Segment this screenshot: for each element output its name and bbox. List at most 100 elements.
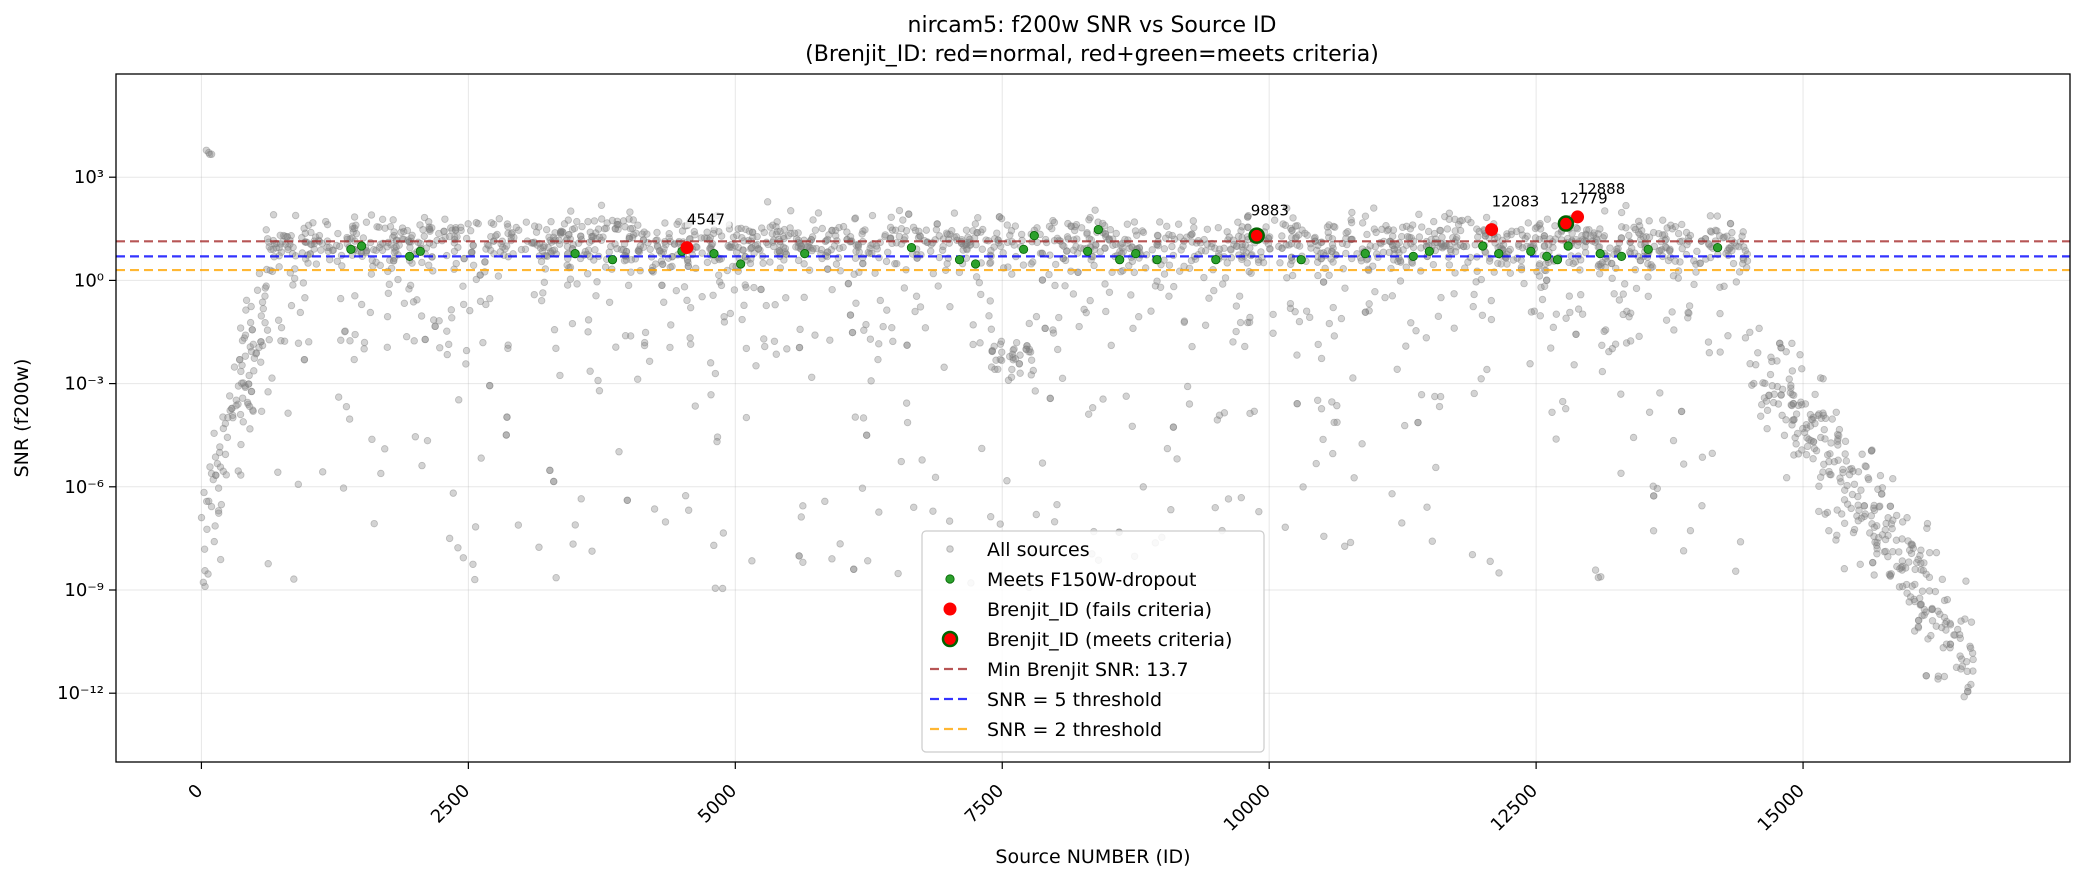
source-point <box>715 271 723 279</box>
source-point <box>1180 318 1188 326</box>
source-point <box>1884 552 1892 561</box>
source-point <box>1777 391 1785 399</box>
source-point <box>1658 231 1667 239</box>
source-point <box>1594 573 1603 582</box>
source-point <box>1087 256 1095 264</box>
source-point <box>781 244 790 253</box>
source-point <box>1897 563 1905 572</box>
source-point <box>291 211 300 220</box>
source-point <box>979 225 987 234</box>
source-point <box>447 306 456 314</box>
source-point <box>852 241 860 249</box>
source-point <box>294 339 303 347</box>
source-point <box>977 228 985 236</box>
source-point <box>210 429 218 437</box>
source-point <box>275 263 283 271</box>
source-point <box>718 584 727 593</box>
source-point <box>1299 483 1307 491</box>
source-point <box>1878 531 1887 539</box>
source-point <box>1825 527 1833 535</box>
source-point <box>969 227 977 235</box>
source-point <box>1569 259 1577 268</box>
source-point <box>635 248 644 256</box>
source-point <box>1436 243 1444 251</box>
source-point <box>307 228 315 237</box>
source-point <box>267 245 275 254</box>
source-point <box>362 247 371 255</box>
source-point <box>348 222 357 230</box>
source-point <box>1011 355 1020 363</box>
source-point <box>372 246 380 255</box>
source-point <box>828 285 836 294</box>
source-point <box>1468 550 1477 559</box>
source-point <box>987 513 995 521</box>
source-point <box>1350 474 1358 482</box>
source-point <box>600 225 609 233</box>
source-point <box>1456 226 1465 235</box>
source-point <box>866 244 874 252</box>
source-point <box>244 380 253 388</box>
source-point <box>666 343 674 352</box>
source-point <box>1365 307 1373 315</box>
source-point <box>334 393 343 401</box>
source-point <box>1086 213 1094 222</box>
source-point <box>445 534 454 543</box>
source-point <box>621 332 630 340</box>
source-point <box>751 241 760 250</box>
source-point <box>1432 463 1440 472</box>
source-point <box>1642 233 1650 241</box>
source-point <box>1437 293 1445 302</box>
source-point <box>894 569 902 578</box>
source-point <box>462 360 470 368</box>
source-point <box>943 230 952 239</box>
source-point <box>503 242 511 250</box>
source-point <box>1780 431 1789 440</box>
source-point <box>1096 248 1104 256</box>
source-point <box>1690 280 1698 289</box>
source-point <box>472 218 480 227</box>
source-point <box>1052 260 1060 269</box>
source-point <box>234 382 243 390</box>
source-point <box>245 402 254 411</box>
source-point <box>1098 219 1107 228</box>
source-point <box>322 217 330 226</box>
source-point <box>1051 281 1059 290</box>
dropout-point <box>356 241 367 251</box>
source-point <box>638 230 646 238</box>
source-point <box>1148 246 1156 254</box>
source-point <box>858 484 867 492</box>
source-point <box>851 254 860 262</box>
source-point <box>204 570 212 578</box>
source-point <box>1246 313 1254 322</box>
source-point <box>259 305 267 313</box>
source-point <box>1574 305 1583 313</box>
dropout-point <box>954 255 965 265</box>
source-point <box>795 343 804 352</box>
source-point <box>1798 401 1806 409</box>
source-point <box>1787 401 1795 409</box>
source-point <box>1815 410 1823 418</box>
source-point <box>646 245 654 253</box>
source-point <box>1535 221 1544 229</box>
source-point <box>459 554 468 562</box>
source-point <box>1091 206 1099 214</box>
source-point <box>1266 245 1274 253</box>
source-point <box>276 231 284 240</box>
source-point <box>1908 541 1917 549</box>
source-point <box>1826 470 1834 479</box>
source-point <box>1806 422 1815 430</box>
source-point <box>359 234 368 242</box>
source-point <box>1291 308 1299 316</box>
source-point <box>1559 397 1567 406</box>
source-point <box>248 326 256 334</box>
source-point <box>451 226 460 234</box>
source-point <box>476 271 484 279</box>
source-point <box>1224 495 1233 503</box>
source-point <box>305 338 313 346</box>
source-point <box>1210 286 1218 295</box>
source-point <box>1388 490 1396 498</box>
source-point <box>1720 282 1728 290</box>
source-point <box>228 411 237 420</box>
source-point <box>272 244 281 252</box>
source-point <box>779 232 788 241</box>
